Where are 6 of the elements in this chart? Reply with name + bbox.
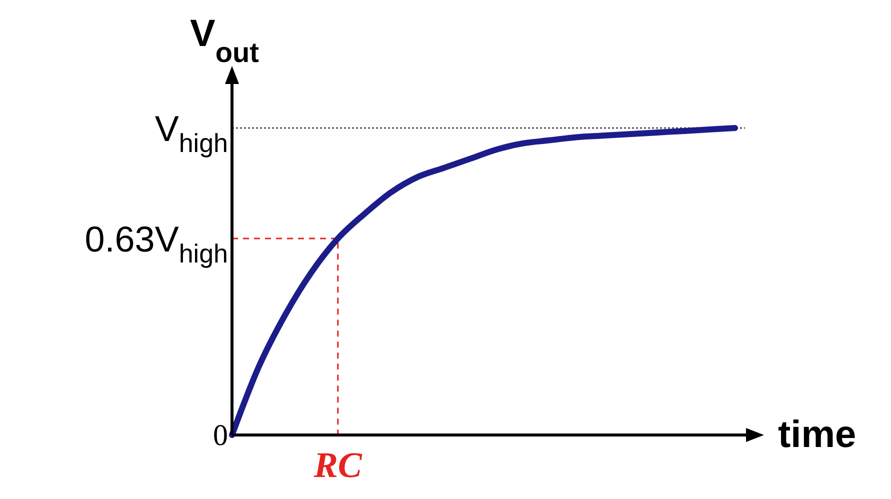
y-axis-title: V$_{out}$ [190, 13, 259, 68]
text: 0.63V$_{high}$ [84, 218, 228, 269]
text: 0 [213, 418, 228, 452]
ref-line-label: RC [312, 445, 363, 485]
x-axis-title: time [778, 414, 856, 456]
text: V$_{high}$ [154, 108, 228, 158]
